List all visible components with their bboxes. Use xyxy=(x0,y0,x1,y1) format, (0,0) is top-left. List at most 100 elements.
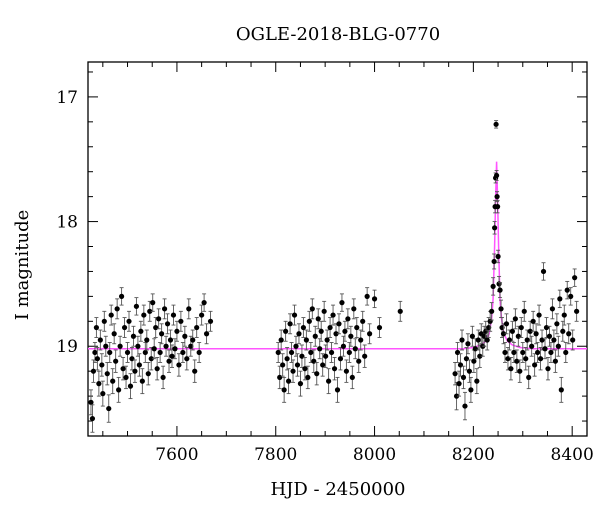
point-marker xyxy=(92,349,98,356)
point-marker xyxy=(564,287,570,293)
point-marker xyxy=(159,331,165,337)
point-marker xyxy=(518,324,524,331)
point-marker xyxy=(104,371,110,377)
point-marker xyxy=(145,371,151,377)
point-marker xyxy=(190,337,196,343)
point-marker xyxy=(130,333,137,339)
data-point xyxy=(186,298,192,320)
point-marker xyxy=(303,337,309,343)
data-point xyxy=(297,370,304,397)
point-marker xyxy=(539,337,545,343)
data-point xyxy=(352,338,358,360)
data-point xyxy=(194,317,200,338)
point-marker xyxy=(176,362,182,368)
point-marker xyxy=(484,337,490,343)
data-point xyxy=(308,342,314,363)
point-marker xyxy=(320,362,326,368)
point-marker xyxy=(554,321,560,327)
data-point xyxy=(537,347,544,371)
point-marker xyxy=(194,324,200,331)
point-marker xyxy=(133,303,140,309)
point-marker xyxy=(566,331,572,337)
data-point xyxy=(300,317,307,338)
data-point xyxy=(532,353,538,377)
y-tick-label: 19 xyxy=(56,337,78,357)
point-marker xyxy=(352,346,358,352)
data-point xyxy=(139,368,145,395)
data-point xyxy=(318,320,324,342)
data-point xyxy=(337,347,344,371)
point-marker xyxy=(118,293,125,299)
point-marker xyxy=(568,293,574,299)
point-marker xyxy=(477,353,483,359)
data-point xyxy=(526,365,532,390)
data-point xyxy=(141,304,147,326)
x-axis-label: HJD - 2450000 xyxy=(270,479,405,500)
data-point xyxy=(512,308,518,330)
data-point xyxy=(178,310,184,332)
point-marker xyxy=(317,346,323,352)
data-point xyxy=(492,221,498,235)
point-marker xyxy=(154,366,160,372)
point-marker xyxy=(323,353,329,359)
data-point xyxy=(182,325,188,347)
data-point xyxy=(330,304,336,326)
data-point xyxy=(278,329,284,351)
data-point xyxy=(509,320,515,342)
point-marker xyxy=(161,306,168,312)
point-marker xyxy=(287,321,293,327)
data-point xyxy=(328,342,335,363)
point-marker xyxy=(343,368,349,374)
point-marker xyxy=(345,316,351,322)
point-marker xyxy=(397,308,403,314)
data-point xyxy=(364,287,370,306)
data-point xyxy=(474,368,480,395)
point-marker xyxy=(505,356,511,362)
point-marker xyxy=(284,356,290,362)
data-point xyxy=(126,310,132,332)
point-marker xyxy=(465,341,471,347)
data-point xyxy=(342,320,348,342)
point-marker xyxy=(491,258,497,265)
x-axis: 7600 7800 8000 8200 8400 xyxy=(102,62,594,465)
point-marker xyxy=(490,283,496,289)
point-marker xyxy=(103,343,109,349)
point-marker xyxy=(558,387,564,393)
point-marker xyxy=(309,306,315,312)
point-marker xyxy=(529,343,535,349)
point-marker xyxy=(346,349,352,356)
x-tick-label: 8400 xyxy=(551,445,594,465)
data-point xyxy=(166,349,172,373)
data-point xyxy=(529,335,535,357)
data-point xyxy=(207,310,214,332)
point-marker xyxy=(172,346,178,352)
data-point xyxy=(154,357,160,381)
data-point xyxy=(360,310,366,332)
data-point xyxy=(548,342,554,363)
data-point xyxy=(491,253,497,270)
point-marker xyxy=(537,356,544,362)
data-point xyxy=(543,317,550,338)
point-marker xyxy=(113,358,119,364)
data-point xyxy=(563,342,569,363)
data-point xyxy=(345,308,351,330)
data-point xyxy=(317,338,323,360)
data-point xyxy=(151,338,157,360)
data-point xyxy=(110,368,116,395)
point-marker xyxy=(275,349,281,356)
data-point xyxy=(515,325,521,347)
point-marker xyxy=(144,337,150,343)
data-point xyxy=(305,365,311,390)
data-point xyxy=(164,313,171,335)
y-axis: 17 18 19 xyxy=(56,71,587,422)
point-marker xyxy=(288,349,295,356)
point-marker xyxy=(180,349,186,356)
data-point xyxy=(108,304,114,326)
point-marker xyxy=(300,324,307,331)
point-marker xyxy=(283,328,289,334)
data-point xyxy=(113,349,119,373)
data-point xyxy=(117,335,123,357)
point-marker xyxy=(496,281,502,287)
point-marker xyxy=(207,318,214,324)
